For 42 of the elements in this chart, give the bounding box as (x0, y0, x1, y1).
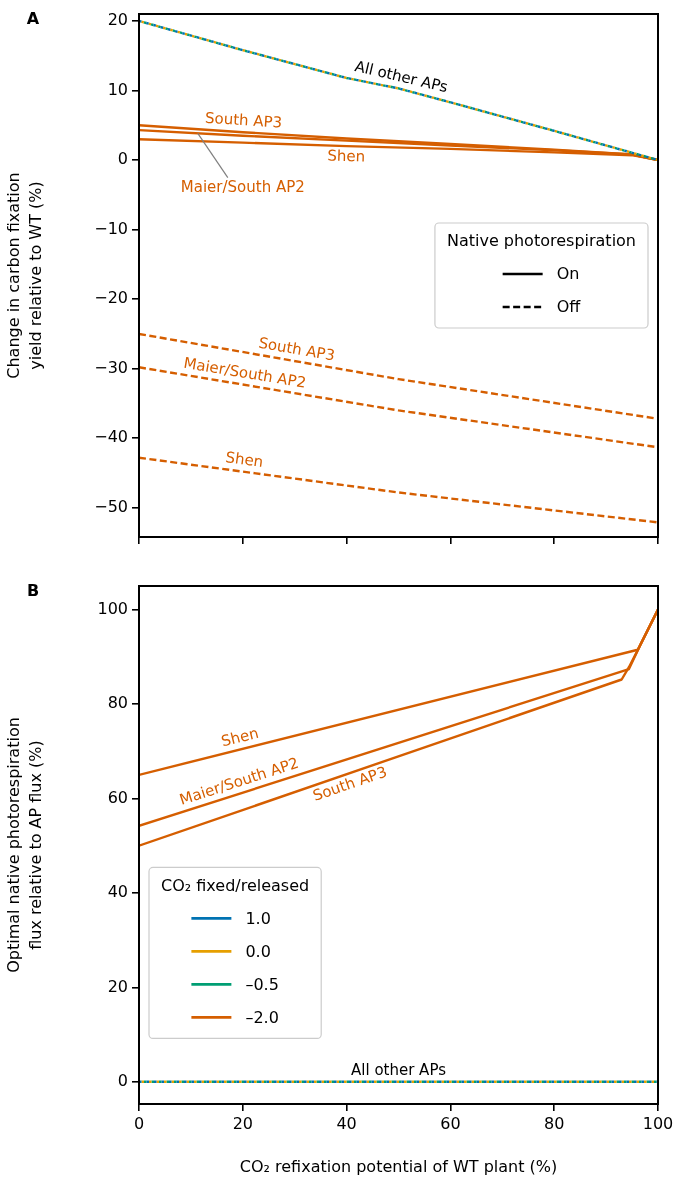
y-tick-label: −30 (94, 357, 128, 377)
y-tick-label: 10 (107, 79, 128, 99)
legend-label: –0.5 (245, 974, 279, 994)
annotation: South AP3 (204, 108, 283, 132)
x-tick-label: 0 (133, 1113, 145, 1133)
annotation: Shen (224, 448, 265, 472)
legend-label: On (556, 264, 580, 284)
y-tick-label: 60 (107, 787, 128, 807)
annotation: All other APs (351, 1060, 447, 1079)
y-tick-label: 20 (107, 10, 128, 30)
legend-label: Off (556, 297, 582, 317)
x-axis-title: CO₂ refixation potential of WT plant (%) (239, 1156, 558, 1176)
x-tick-label: 80 (544, 1113, 565, 1133)
legend-label: 1.0 (245, 908, 271, 928)
y-tick-label: −20 (94, 288, 128, 308)
y-tick-label: 40 (107, 882, 128, 902)
annotation: South AP3 (257, 333, 337, 365)
legend-title: CO₂ fixed/released (161, 875, 310, 895)
annotation: South AP3 (310, 762, 390, 805)
y-tick-label: 80 (107, 693, 128, 713)
annotation: All other APs (352, 57, 450, 97)
x-tick-label: 20 (232, 1113, 253, 1133)
y-tick-label: −50 (94, 496, 128, 516)
annotation: Shen (219, 723, 261, 751)
chart-title: A (26, 9, 40, 29)
annotation: Maier/South AP2 (180, 177, 305, 196)
y-axis-title: Optimal native photorespiration flux relative to AP flux (%) (3, 717, 45, 973)
x-tick-label: 100 (642, 1113, 674, 1133)
legend-label: –2.0 (245, 1007, 279, 1027)
chart-title: B (26, 581, 40, 601)
y-tick-label: 100 (97, 598, 128, 618)
x-tick-label: 60 (440, 1113, 461, 1133)
y-axis-title: Change in carbon fixation yield relative to WT (%) (3, 172, 45, 379)
y-tick-label: 0 (117, 149, 128, 169)
legend-label: 0.0 (245, 941, 271, 961)
y-tick-label: 0 (117, 1070, 128, 1090)
annotation: Shen (327, 146, 366, 166)
y-tick-label: −40 (94, 427, 128, 447)
legend-title: Native photorespiration (446, 231, 636, 251)
x-tick-label: 40 (336, 1113, 357, 1133)
y-tick-label: −10 (94, 218, 128, 238)
y-tick-label: 20 (107, 976, 128, 996)
